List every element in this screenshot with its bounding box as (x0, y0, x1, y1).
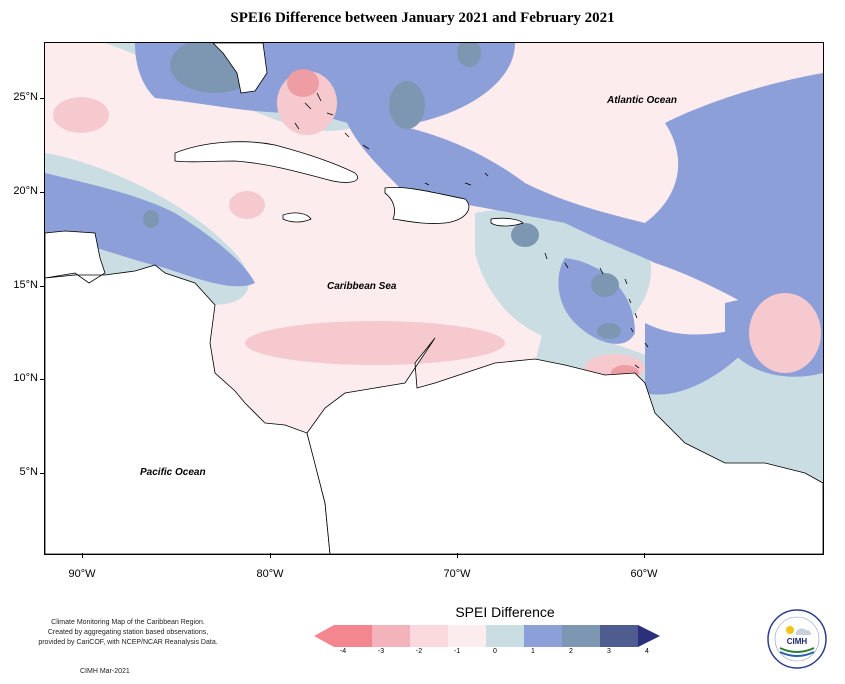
credits-line: Climate Monitoring Map of the Caribbean … (51, 619, 205, 626)
legend-tick-label: 3 (607, 648, 611, 655)
legend-tick-label: -1 (453, 648, 461, 655)
legend-swatch (334, 625, 372, 647)
lat-tick (40, 379, 44, 380)
wave-icon (779, 651, 815, 657)
legend-swatch (372, 625, 410, 647)
lat-label-20n: 20°N (13, 185, 38, 197)
legend-swatch (486, 625, 524, 647)
south-america-land (306, 337, 823, 554)
legend-tick-label: 4 (645, 648, 649, 655)
legend-tick-label: -3 (377, 648, 385, 655)
credits-text: Climate Monitoring Map of the Caribbean … (8, 618, 248, 648)
puerto-rico-land (490, 217, 524, 227)
land-icon (779, 647, 815, 653)
lon-label-80w: 80°W (256, 568, 284, 580)
logo-text: CIMH (787, 637, 808, 646)
central-america-land (45, 230, 331, 554)
legend-tick-label: -2 (415, 648, 423, 655)
spei-map: Atlantic Ocean Caribbean Sea Pacific Oce… (44, 42, 824, 555)
credits-line: provided by CariCOF, with NCEP/NCAR Rean… (38, 639, 218, 646)
legend-tick-label: 1 (531, 648, 535, 655)
legend-swatch (524, 625, 562, 647)
legend-swatch (448, 625, 486, 647)
hispaniola-land (384, 187, 470, 224)
legend-tick-label: 0 (493, 648, 497, 655)
land-masses (45, 43, 823, 554)
lon-tick (82, 553, 83, 558)
issuer-label: CIMH Mar-2021 (80, 668, 130, 675)
legend-arrow-high (638, 625, 660, 647)
credits-line: Created by aggregating station based obs… (47, 629, 209, 636)
lon-label-70w: 70°W (443, 568, 471, 580)
legend-swatch (600, 625, 638, 647)
lat-tick (40, 473, 44, 474)
legend-arrow-low (314, 625, 334, 647)
legend-colorbar (314, 625, 660, 647)
cuba-land (174, 141, 358, 183)
jamaica-land (282, 212, 312, 223)
map-title: SPEI6 Difference between January 2021 an… (230, 10, 615, 26)
lat-tick (40, 98, 44, 99)
legend-tick-label: 2 (569, 648, 573, 655)
lat-label-25n: 25°N (13, 91, 38, 103)
lon-tick (644, 553, 645, 558)
legend-swatch (562, 625, 600, 647)
map-canvas (45, 43, 823, 554)
sun-icon (786, 626, 794, 634)
lat-label-5n: 5°N (19, 466, 38, 478)
cimh-logo: CIMH (767, 609, 827, 669)
legend-swatch (410, 625, 448, 647)
legend-title: SPEI Difference (455, 604, 555, 620)
florida-land (212, 43, 268, 94)
lat-label-15n: 15°N (13, 279, 38, 291)
caribbean-sea-label: Caribbean Sea (327, 281, 397, 292)
lon-label-90w: 90°W (68, 568, 96, 580)
lon-tick (457, 553, 458, 558)
lon-tick (270, 553, 271, 558)
atlantic-ocean-label: Atlantic Ocean (607, 95, 678, 106)
lat-label-10n: 10°N (13, 372, 38, 384)
lon-label-60w: 60°W (630, 568, 658, 580)
legend-tick-label: -4 (339, 648, 347, 655)
small-islands (294, 92, 649, 369)
pacific-ocean-label: Pacific Ocean (140, 467, 206, 478)
cloud-icon (796, 628, 811, 635)
lat-tick (40, 286, 44, 287)
lat-tick (40, 192, 44, 193)
